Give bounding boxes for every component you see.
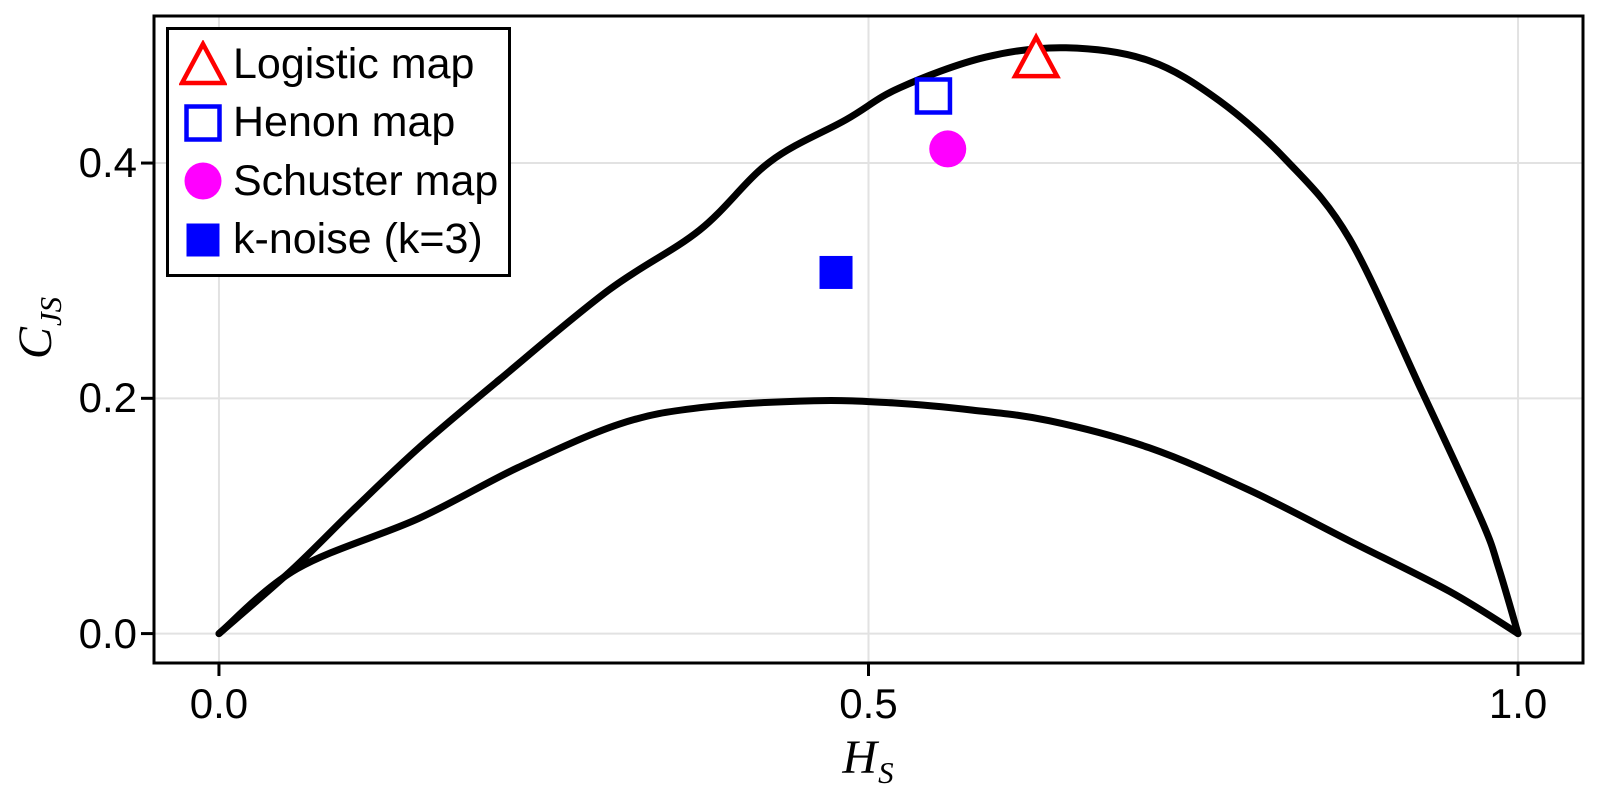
x-tick-label-2: 1.0 (1488, 680, 1548, 727)
y-tick-label-2: 0.4 (78, 138, 137, 186)
y-axis-label-subscript: JS (33, 296, 68, 327)
open-square-marker-icon (184, 104, 222, 142)
x-tick-label-0: 0.0 (189, 680, 249, 727)
x-tick-label-1: 0.5 (839, 680, 898, 727)
data-point-logistic-map (1011, 32, 1061, 79)
legend-item-logistic-map: Logistic map (179, 40, 498, 88)
legend-item-label: k-noise (k=3) (233, 215, 483, 264)
legend-box: Logistic map Henon map Schuster map k-no… (166, 27, 511, 277)
min-complexity-boundary (215, 396, 1522, 638)
x-axis-label-subscript: S (878, 755, 894, 790)
max-complexity-boundary (215, 44, 1522, 638)
legend-item-schuster-map: Schuster map (179, 157, 498, 205)
data-point-henon-map (914, 77, 953, 115)
filled-square-marker-icon (186, 223, 220, 257)
x-axis-label-base: H (842, 731, 878, 784)
open-triangle-marker-icon (179, 40, 227, 86)
legend-item-label: Logistic map (233, 39, 475, 88)
y-tick-label-1: 0.2 (78, 374, 137, 422)
x-axis-label: HS (842, 731, 893, 789)
legend-item-k-noise: k-noise (k=3) (179, 216, 498, 264)
legend-item-henon-map: Henon map (179, 99, 498, 147)
filled-circle-marker-icon (184, 162, 222, 200)
y-tick-label-0: 0.0 (78, 609, 137, 657)
data-point-schuster-map (929, 130, 967, 168)
legend-item-label: Henon map (233, 98, 456, 147)
y-axis-label-base: C (9, 327, 62, 360)
legend-item-label: Schuster map (233, 156, 499, 205)
data-point-k-noise-k-3 (819, 255, 853, 289)
y-axis-label: CJS (9, 297, 68, 360)
